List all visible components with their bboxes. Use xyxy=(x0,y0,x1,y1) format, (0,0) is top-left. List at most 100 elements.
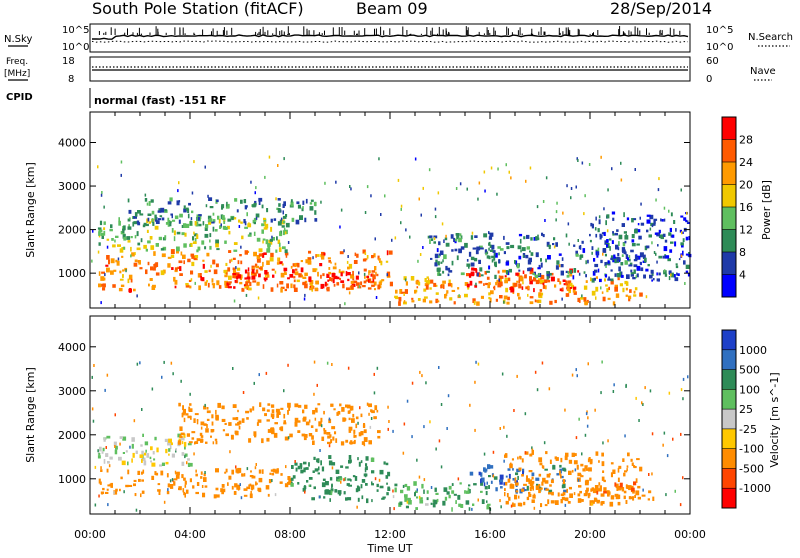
range-cell xyxy=(376,273,379,277)
range-cell xyxy=(218,285,222,289)
range-cell xyxy=(487,464,491,470)
range-cell xyxy=(243,284,246,287)
range-cell xyxy=(565,270,568,273)
range-cell xyxy=(386,482,388,485)
range-cell xyxy=(448,494,451,499)
range-cell xyxy=(577,270,580,273)
range-cell xyxy=(606,229,609,233)
range-cell xyxy=(238,425,241,430)
range-cell xyxy=(469,280,473,286)
range-cell xyxy=(274,270,277,274)
range-cell xyxy=(136,247,141,251)
range-cell xyxy=(158,491,161,495)
range-cell xyxy=(246,417,249,420)
range-cell xyxy=(207,194,209,198)
range-cell xyxy=(628,496,631,500)
range-cell xyxy=(601,360,603,364)
range-cell xyxy=(139,267,143,270)
range-cell xyxy=(614,286,618,292)
range-cell xyxy=(528,479,533,485)
range-cell xyxy=(363,268,367,272)
range-cell xyxy=(556,260,560,265)
range-cell xyxy=(578,485,582,488)
range-cell xyxy=(365,483,368,486)
range-cell xyxy=(320,274,322,279)
range-cell xyxy=(460,272,465,276)
range-cell xyxy=(568,242,570,246)
range-cell xyxy=(131,252,135,257)
range-cell xyxy=(571,469,574,473)
range-cell xyxy=(582,248,586,253)
range-cell xyxy=(309,280,314,284)
range-cell xyxy=(562,479,566,485)
range-cell xyxy=(602,441,604,445)
range-cell xyxy=(545,451,548,455)
range-cell xyxy=(499,275,504,279)
range-cell xyxy=(505,475,508,478)
range-cell xyxy=(642,403,644,406)
range-cell xyxy=(486,276,490,280)
range-cell xyxy=(172,372,174,376)
range-cell xyxy=(680,188,682,192)
range-cell xyxy=(548,489,553,494)
range-cell xyxy=(99,481,102,485)
range-cell xyxy=(388,250,393,255)
range-cell xyxy=(445,234,447,238)
range-cell xyxy=(494,263,497,268)
range-cell xyxy=(305,198,308,204)
range-cell xyxy=(510,483,513,487)
range-cell xyxy=(364,473,367,478)
range-cell xyxy=(523,483,527,486)
range-cell xyxy=(326,361,329,365)
range-cell xyxy=(674,277,679,282)
range-cell xyxy=(255,213,260,218)
range-cell xyxy=(322,478,326,481)
range-cell xyxy=(323,496,326,499)
range-cell xyxy=(625,294,628,297)
range-cell xyxy=(625,287,628,291)
range-cell xyxy=(665,493,667,497)
range-cell xyxy=(593,277,596,281)
range-cell xyxy=(579,254,582,260)
range-cell xyxy=(135,450,138,454)
range-cell xyxy=(373,253,376,258)
range-cell xyxy=(256,237,261,242)
range-cell xyxy=(680,242,684,246)
range-cell xyxy=(248,279,250,284)
power-colorbar-swatch xyxy=(722,117,736,140)
range-cell xyxy=(122,230,125,233)
range-cell xyxy=(626,465,629,468)
range-cell xyxy=(239,254,242,257)
range-cell xyxy=(472,298,476,303)
range-cell xyxy=(617,253,620,257)
range-cell xyxy=(569,286,572,289)
range-cell xyxy=(476,246,481,251)
range-cell xyxy=(516,482,519,486)
range-cell xyxy=(199,432,203,436)
range-cell xyxy=(161,217,165,221)
range-cell xyxy=(583,212,585,216)
range-cell xyxy=(588,467,592,472)
range-cell xyxy=(249,408,252,413)
range-cell xyxy=(603,491,607,494)
range-cell xyxy=(198,217,200,220)
range-cell xyxy=(159,215,163,218)
range-cell xyxy=(105,446,107,449)
range-cell xyxy=(188,202,191,206)
range-cell xyxy=(255,216,258,220)
range-cell xyxy=(377,284,381,290)
range-cell xyxy=(468,489,471,494)
range-cell xyxy=(268,479,272,484)
range-cell xyxy=(255,463,257,466)
range-cell xyxy=(608,286,610,291)
range-cell xyxy=(161,253,166,258)
range-cell xyxy=(475,282,477,286)
range-cell xyxy=(406,500,409,504)
range-cell xyxy=(215,468,219,473)
range-cell xyxy=(468,264,470,269)
range-cell xyxy=(664,273,668,277)
range-cell xyxy=(446,427,448,430)
range-cell xyxy=(246,467,249,471)
range-cell xyxy=(297,262,300,268)
range-cell xyxy=(394,236,397,240)
